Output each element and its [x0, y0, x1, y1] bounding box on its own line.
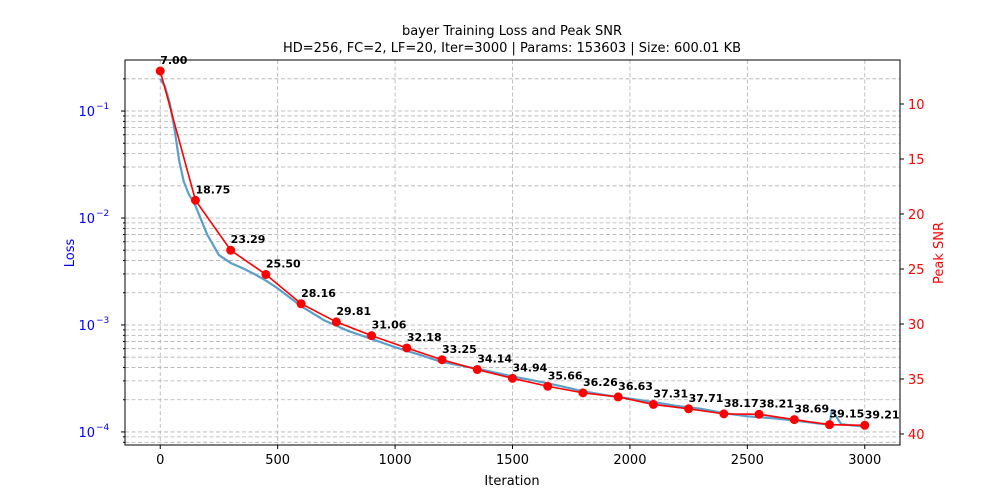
psnr-data-label: 39.15: [830, 408, 865, 421]
psnr-data-label: 39.21: [865, 408, 900, 421]
x-tick-label: 2500: [731, 453, 764, 468]
psnr-data-label: 37.71: [689, 392, 724, 405]
y-left-tick-label: 10: [78, 319, 95, 334]
point-labels: 7.0018.7523.2925.5028.1629.8131.0632.183…: [160, 54, 899, 421]
y-left-tick-label: 10: [78, 426, 95, 441]
y-left-tick-label: 10: [78, 105, 95, 120]
psnr-data-label: 36.26: [583, 376, 618, 389]
x-axis-label: Iteration: [484, 474, 539, 489]
psnr-data-label: 18.75: [195, 183, 230, 196]
y-right-tick-label: 35: [908, 373, 925, 388]
y-right-tick-label: 30: [908, 318, 925, 333]
x-tick-label: 1500: [496, 453, 529, 468]
psnr-data-label: 36.63: [618, 380, 653, 393]
psnr-series: [155, 66, 870, 430]
y-right-tick-label: 25: [908, 263, 925, 278]
y-left-tick-exponent: −1: [96, 102, 109, 112]
psnr-data-label: 38.69: [794, 403, 829, 416]
right-axis-label: Peak SNR: [932, 222, 947, 284]
axes: 0 500 1000 1500 2000 2500 300010−110−210−310−4…: [78, 78, 925, 468]
x-tick-label: 3000: [848, 453, 881, 468]
y-right-tick-label: 40: [908, 428, 925, 443]
psnr-point: [190, 195, 200, 205]
psnr-point: [367, 331, 377, 341]
psnr-point: [543, 381, 553, 391]
psnr-data-label: 35.66: [548, 369, 583, 382]
psnr-point: [648, 399, 658, 409]
psnr-point: [684, 404, 694, 414]
psnr-point: [578, 388, 588, 398]
psnr-point: [825, 420, 835, 430]
psnr-data-label: 23.29: [231, 233, 266, 246]
x-tick-label: 500: [265, 453, 290, 468]
psnr-data-label: 38.17: [724, 397, 759, 410]
psnr-data-label: 32.18: [407, 331, 442, 344]
chart-subtitle: HD=256, FC=2, LF=20, Iter=3000 | Params:…: [283, 41, 741, 56]
y-right-tick-label: 20: [908, 208, 925, 223]
psnr-data-label: 34.94: [513, 361, 548, 374]
y-right-tick-label: 10: [908, 98, 925, 113]
psnr-point: [789, 415, 799, 425]
x-tick-label: 0: [156, 453, 164, 468]
psnr-data-label: 25.50: [266, 258, 301, 271]
y-left-tick-exponent: −2: [96, 209, 109, 219]
psnr-point: [331, 317, 341, 327]
psnr-data-label: 38.21: [759, 397, 794, 410]
y-left-tick-exponent: −4: [96, 423, 110, 433]
psnr-data-label: 28.16: [301, 287, 336, 300]
psnr-data-label: 37.31: [653, 387, 688, 400]
psnr-data-label: 31.06: [372, 319, 407, 332]
psnr-data-label: 33.25: [442, 343, 477, 356]
x-tick-label: 1000: [379, 453, 412, 468]
psnr-point: [402, 343, 412, 353]
psnr-point: [437, 355, 447, 365]
psnr-point: [296, 299, 306, 309]
y-left-tick-exponent: −3: [96, 316, 109, 326]
chart-title: bayer Training Loss and Peak SNR: [402, 24, 622, 39]
psnr-data-label: 29.81: [336, 305, 371, 318]
psnr-point: [472, 365, 482, 375]
psnr-data-label: 34.14: [477, 353, 512, 366]
y-right-tick-label: 15: [908, 153, 925, 168]
psnr-point: [613, 392, 623, 402]
psnr-point: [508, 373, 517, 383]
psnr-point: [226, 245, 236, 255]
left-axis-label: Loss: [63, 239, 78, 268]
grid: [125, 60, 900, 445]
psnr-point: [754, 409, 764, 419]
psnr-point: [860, 420, 870, 430]
psnr-point: [719, 409, 729, 419]
psnr-point: [261, 270, 271, 279]
x-tick-label: 2000: [613, 453, 646, 468]
y-left-tick-label: 10: [78, 212, 95, 227]
psnr-point: [155, 66, 165, 76]
